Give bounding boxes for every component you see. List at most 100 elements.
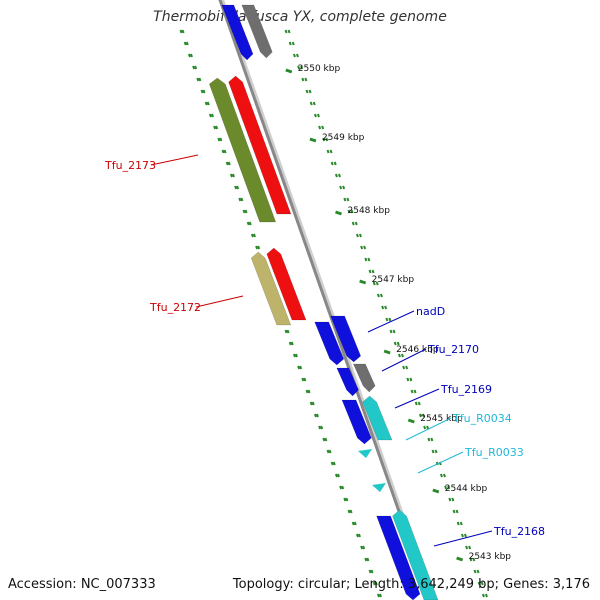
tick-label: 2548 kbp [348, 206, 391, 216]
track-dot [315, 413, 319, 418]
track-dot [305, 389, 309, 394]
track-dot [185, 41, 189, 46]
track-dot [448, 497, 452, 502]
track-dot [480, 581, 484, 586]
track-dot [242, 209, 246, 214]
track-dot [206, 101, 210, 106]
track-dot [342, 185, 346, 190]
track-dot [426, 425, 430, 430]
track-dot [244, 209, 248, 214]
backbone-line [218, 0, 432, 600]
gene-label: Tfu_2169 [440, 383, 492, 396]
track-dot [350, 209, 354, 214]
track-dot [291, 41, 295, 46]
track-dot [297, 365, 301, 370]
track-dot [455, 509, 459, 514]
track-dot [257, 245, 261, 250]
tick-label: 2549 kbp [322, 133, 365, 143]
track-dot [372, 581, 376, 586]
track-dot [318, 425, 322, 430]
topology-text: Topology: circular; Length: 3,642,249 bp… [232, 577, 590, 592]
track-dot [299, 365, 303, 370]
track-dot [194, 65, 198, 70]
track-dot [343, 197, 347, 202]
track-dot [381, 305, 385, 310]
track-dot [187, 53, 191, 58]
track-dot [330, 461, 334, 466]
track-dot [336, 473, 340, 478]
tick-mark [407, 418, 415, 424]
track-dot [397, 353, 401, 358]
gene-leader-line [367, 310, 415, 333]
tick-label: 2547 kbp [372, 275, 415, 285]
track-dot [484, 593, 488, 598]
gene-block [392, 509, 439, 600]
track-dot [468, 545, 472, 550]
gene-block [228, 75, 292, 215]
tick-label: 2550 kbp [298, 64, 341, 74]
gene-block [341, 399, 372, 445]
track-dot [300, 65, 304, 70]
gene-block [209, 77, 277, 223]
track-dot [213, 125, 217, 130]
rna-arrow [358, 449, 372, 458]
gene-leader-line [150, 154, 199, 166]
gene-label: Tfu_2170 [427, 343, 479, 356]
track-dot [406, 377, 410, 382]
track-dot [346, 197, 350, 202]
track-dot [325, 137, 329, 142]
track-dot [362, 545, 366, 550]
track-dot [292, 353, 296, 358]
track-dot [334, 473, 338, 478]
track-dot [339, 185, 343, 190]
track-dot [376, 593, 380, 598]
track-dot [349, 509, 353, 514]
track-dot [405, 365, 409, 370]
track-dot [236, 185, 240, 190]
track-dot [297, 65, 301, 70]
track-dot [396, 341, 400, 346]
track-dot [423, 425, 427, 430]
track-dot [447, 485, 451, 490]
track-dot [328, 449, 332, 454]
track-dot [400, 353, 404, 358]
track-dot [376, 293, 380, 298]
track-dot [442, 473, 446, 478]
tick-mark [359, 279, 367, 285]
gene-leader-line [394, 388, 440, 409]
track-dot [410, 389, 414, 394]
track-dot [452, 509, 456, 514]
track-dot [200, 89, 204, 94]
track-dot [434, 449, 438, 454]
track-dot [229, 173, 233, 178]
track-dot [318, 125, 322, 130]
track-dot [358, 233, 362, 238]
track-dot [339, 485, 343, 490]
gene-label: Tfu_R0034 [452, 412, 512, 425]
track-dot [360, 545, 364, 550]
track-dot [451, 497, 455, 502]
track-dot [316, 113, 320, 118]
track-dot [287, 29, 291, 34]
track-dot [183, 41, 187, 46]
track-dot [357, 533, 361, 538]
track-dot [476, 569, 480, 574]
track-dot [221, 149, 225, 154]
track-dot [372, 281, 376, 286]
track-dot [311, 401, 315, 406]
track-dot [354, 221, 358, 226]
tick-mark [383, 349, 391, 355]
track-dot [402, 365, 406, 370]
track-dot [181, 29, 185, 34]
track-dot [364, 257, 368, 262]
track-dot [204, 101, 208, 106]
track-dot [217, 137, 221, 142]
track-dot [288, 341, 292, 346]
track-dot [463, 533, 467, 538]
track-dot [210, 113, 214, 118]
track-dot [231, 173, 235, 178]
track-dot [295, 53, 299, 58]
track-dot [393, 341, 397, 346]
track-dot [179, 29, 183, 34]
